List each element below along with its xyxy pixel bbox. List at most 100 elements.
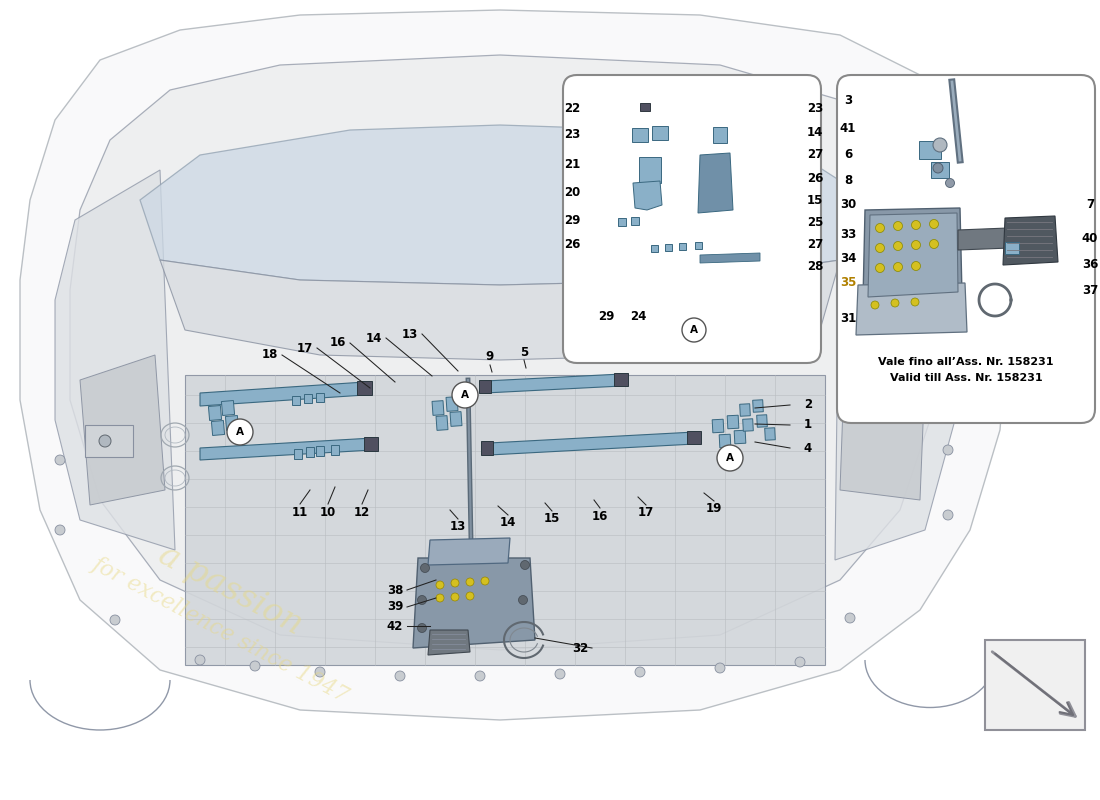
Circle shape [891,299,899,307]
Text: 5: 5 [520,346,528,358]
Polygon shape [304,394,312,402]
Polygon shape [200,382,365,406]
Polygon shape [679,242,685,250]
Text: 3: 3 [844,94,852,106]
Text: 27: 27 [807,238,823,250]
Polygon shape [428,538,510,565]
Circle shape [475,671,485,681]
Text: 32: 32 [572,642,588,654]
Circle shape [55,455,65,465]
Polygon shape [306,447,313,457]
Circle shape [876,263,884,273]
Polygon shape [742,418,754,431]
Circle shape [481,577,490,585]
Polygon shape [719,434,730,448]
Text: 13: 13 [450,521,466,534]
Polygon shape [694,242,702,249]
Circle shape [893,242,902,250]
Bar [478,380,491,393]
Polygon shape [200,438,373,460]
Circle shape [717,445,743,471]
Text: Valid till Ass. Nr. 158231: Valid till Ass. Nr. 158231 [890,373,1043,383]
Text: A: A [690,325,698,335]
Text: 41: 41 [839,122,856,134]
Circle shape [250,661,260,671]
Polygon shape [160,260,840,360]
Text: 29: 29 [564,214,580,227]
Text: 40: 40 [1081,231,1098,245]
Text: a passion: a passion [153,538,307,642]
Polygon shape [864,208,962,300]
Polygon shape [618,218,626,226]
Circle shape [876,243,884,253]
Circle shape [933,163,943,173]
Polygon shape [757,414,768,427]
Circle shape [845,613,855,623]
Text: 14: 14 [499,517,516,530]
Text: 33: 33 [840,229,856,242]
Circle shape [930,239,938,249]
Text: 21: 21 [564,158,580,170]
Text: 15: 15 [543,513,560,526]
Circle shape [682,318,706,342]
Polygon shape [856,283,967,335]
Circle shape [315,667,324,677]
Circle shape [451,579,459,587]
Text: 18: 18 [262,349,278,362]
Text: 26: 26 [806,171,823,185]
Text: 39: 39 [387,601,404,614]
Polygon shape [918,141,940,159]
Circle shape [911,298,918,306]
Text: 20: 20 [564,186,580,199]
Text: 22: 22 [564,102,580,114]
Polygon shape [840,350,925,500]
Polygon shape [450,412,462,426]
Polygon shape [664,243,671,250]
Circle shape [518,595,528,605]
Bar [364,437,378,451]
Text: 8: 8 [844,174,852,186]
Polygon shape [652,126,668,140]
Text: 31: 31 [840,311,856,325]
Circle shape [943,445,953,455]
Text: 2: 2 [804,398,812,411]
Text: 34: 34 [839,251,856,265]
Circle shape [420,563,429,573]
Text: 42: 42 [387,619,404,633]
Polygon shape [331,445,339,455]
Text: 14: 14 [366,331,382,345]
Polygon shape [70,55,940,650]
Polygon shape [698,153,733,213]
Polygon shape [316,446,324,456]
Text: 16: 16 [592,510,608,522]
Polygon shape [140,125,870,285]
Text: 37: 37 [1082,283,1098,297]
Circle shape [452,382,478,408]
Text: 16: 16 [330,337,346,350]
Bar [614,373,628,386]
Text: 6: 6 [844,149,852,162]
Text: Vale fino all’Ass. Nr. 158231: Vale fino all’Ass. Nr. 158231 [878,357,1054,367]
Polygon shape [868,213,958,297]
Polygon shape [221,401,234,415]
Circle shape [466,578,474,586]
Text: 38: 38 [387,583,404,597]
Polygon shape [631,217,639,225]
Text: 24: 24 [630,310,646,322]
Circle shape [99,435,111,447]
Text: 17: 17 [638,506,654,519]
Text: 10: 10 [320,506,337,518]
Polygon shape [292,395,300,405]
Polygon shape [432,401,444,415]
Polygon shape [208,406,221,421]
Polygon shape [632,181,662,210]
Circle shape [436,594,444,602]
Polygon shape [316,393,324,402]
Text: 27: 27 [807,149,823,162]
Circle shape [795,657,805,667]
Polygon shape [446,397,458,411]
Polygon shape [211,421,224,435]
Circle shape [520,561,529,570]
Circle shape [933,138,947,152]
Polygon shape [764,428,776,440]
